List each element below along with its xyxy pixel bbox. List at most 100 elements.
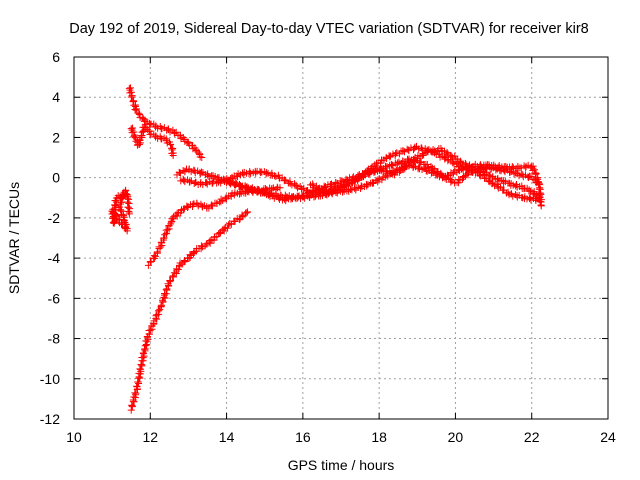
data-point [288,193,296,201]
data-point [451,152,459,160]
data-point [220,225,228,233]
data-point [326,180,334,188]
data-point [276,184,284,192]
data-point [162,286,170,294]
data-point [320,182,328,190]
data-point [130,132,138,140]
data-point [299,193,307,201]
data-point [128,403,136,411]
data-point [423,147,431,155]
data-point [369,179,377,187]
data-point [341,180,349,188]
data-point [167,218,175,226]
data-point [512,182,520,190]
series-arc-e [144,183,284,269]
data-point [136,374,144,382]
data-point [359,169,367,177]
data-point [224,224,232,232]
series-arc-d [127,208,252,414]
data-point [244,208,252,216]
y-tick-label: -4 [48,250,61,266]
data-point [116,215,124,223]
data-point [227,192,235,200]
data-point [190,179,198,187]
data-point [241,182,249,190]
data-point [528,163,536,171]
data-point [134,378,142,386]
data-point [208,201,216,209]
data-point [403,145,411,153]
data-point [216,229,224,237]
x-tick-label: 20 [448,429,464,445]
y-tick-label: 6 [52,49,60,65]
y-tick-label: -6 [48,290,61,306]
data-point [118,221,126,229]
data-point [146,326,154,334]
data-point [535,196,543,204]
x-tick-label: 24 [600,429,616,445]
data-point [154,307,162,315]
data-point [125,210,133,218]
data-point [537,190,545,198]
data-points [108,84,545,414]
y-tick-label: -12 [40,411,60,427]
data-point [131,106,139,114]
data-point [535,181,543,189]
x-tick-label: 14 [219,429,235,445]
data-point [179,205,187,213]
data-point [476,162,484,170]
data-point [174,266,182,274]
data-point [342,175,350,183]
data-point [140,345,148,353]
series-arc-a [125,84,206,162]
data-point [141,342,149,350]
data-point [134,109,142,117]
data-point [160,234,168,242]
data-point [184,138,192,146]
data-point [196,153,204,161]
data-point [393,159,401,167]
x-tick-label: 10 [66,429,82,445]
data-point [314,186,322,194]
data-point [115,203,123,211]
data-point [443,148,451,156]
plot-frame [73,56,609,420]
data-point [196,150,204,158]
data-point [490,161,498,169]
data-point [142,341,150,349]
data-point [198,154,206,162]
data-point [135,110,143,118]
data-point [386,153,394,161]
series-arc-i [306,142,543,205]
data-point [262,169,270,176]
data-point [416,158,424,166]
data-point [137,360,145,368]
data-point [284,179,292,187]
data-point [345,187,353,195]
data-point [153,248,161,256]
y-axis-label: SDTVAR / TECUs [6,182,22,294]
data-point [525,186,533,194]
data-point [127,406,135,414]
x-axis-label: GPS time / hours [288,457,395,473]
data-point [110,215,118,223]
data-point [226,219,234,227]
data-point [136,365,144,373]
data-point [213,233,221,241]
data-point [464,171,472,179]
data-point [363,182,371,190]
data-point [231,181,239,189]
data-point [169,152,177,160]
data-point [351,184,359,192]
x-tick-label: 22 [524,429,540,445]
data-point [411,143,419,151]
data-point [224,221,232,229]
data-point [537,202,545,210]
x-tick-label: 18 [371,429,387,445]
data-point [137,132,145,140]
series-arc-b [127,121,177,160]
data-point [410,157,418,165]
data-point [163,226,171,234]
data-point [186,251,194,259]
